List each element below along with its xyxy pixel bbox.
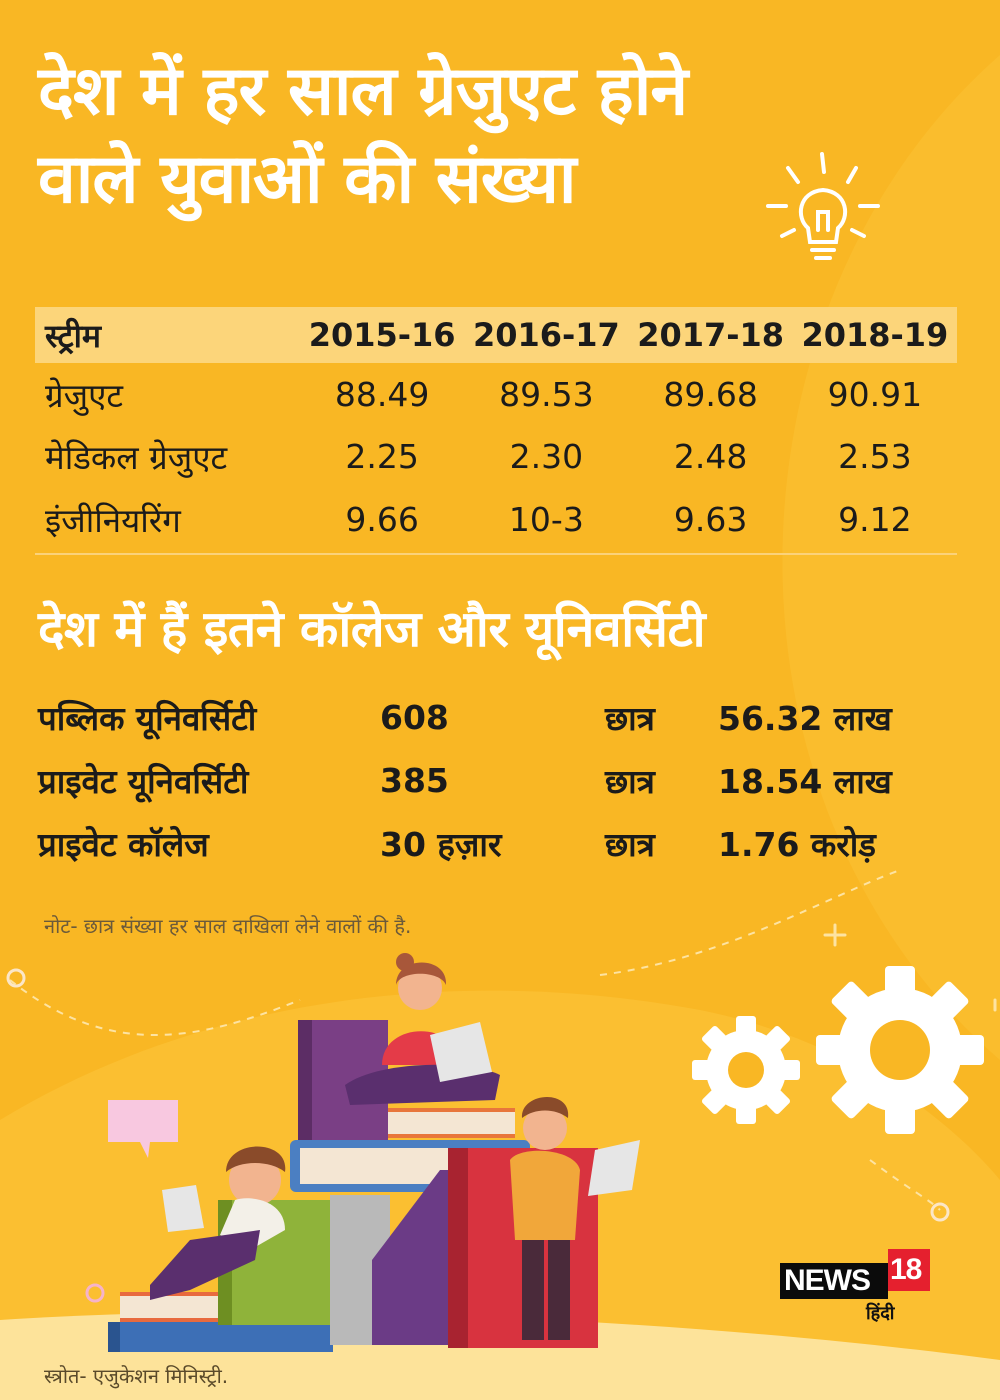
colleges-table: पब्लिक यूनिवर्सिटी 608 छात्र 56.32 लाख प… — [38, 686, 938, 875]
institution-type: प्राइवेट कॉलेज — [38, 825, 209, 864]
students-count: 1.76 करोड़ — [718, 825, 876, 864]
speech-bubble-icon — [108, 1100, 178, 1158]
students-label: छात्र — [605, 699, 655, 738]
column-header: 2016-17 — [472, 316, 620, 354]
row-label: मेडिकल ग्रेजुएट — [45, 437, 228, 477]
table-row: प्राइवेट यूनिवर्सिटी 385 छात्र 18.54 लाख — [38, 749, 938, 812]
institution-type: पब्लिक यूनिवर्सिटी — [38, 699, 257, 738]
table-cell: 2.25 — [345, 436, 419, 476]
title-line-2: वाले युवाओं की संख्या — [38, 140, 577, 219]
institution-type: प्राइवेट यूनिवर्सिटी — [38, 762, 249, 801]
students-label: छात्र — [605, 825, 655, 864]
logo-number: 18 — [890, 1253, 922, 1286]
column-header: 2018-19 — [801, 316, 949, 354]
logo-box — [780, 1263, 888, 1299]
table-cell: 90.91 — [827, 374, 923, 414]
table-cell: 9.63 — [673, 499, 748, 539]
institution-count: 30 हज़ार — [380, 825, 502, 864]
institution-count: 608 — [380, 698, 449, 737]
students-count: 18.54 लाख — [718, 762, 892, 801]
students-count: 56.32 लाख — [718, 699, 892, 738]
table-row: प्राइवेट कॉलेज 30 हज़ार छात्र 1.76 करोड़ — [38, 812, 938, 875]
table-cell: 9.66 — [345, 499, 419, 539]
institution-count: 385 — [380, 761, 449, 800]
table-cell: 2.53 — [838, 436, 912, 476]
row-label: इंजीनियरिंग — [45, 500, 181, 540]
table-row: इंजीनियरिंग 9.66 10-3 9.63 9.12 — [35, 487, 957, 551]
title-line-1: देश में हर साल ग्रेजुएट होने — [38, 52, 688, 131]
table-row: पब्लिक यूनिवर्सिटी 608 छात्र 56.32 लाख — [38, 686, 938, 749]
table-cell: 10-3 — [508, 499, 584, 539]
column-header: 2015-16 — [308, 316, 456, 354]
table-cell: 2.48 — [673, 436, 748, 476]
table-cell: 88.49 — [334, 374, 430, 414]
gear-icon — [816, 966, 984, 1134]
table-cell: 2.30 — [509, 436, 584, 476]
row-label: ग्रेजुएट — [45, 375, 123, 415]
logo-language: हिंदी — [866, 1303, 895, 1324]
column-header: स्ट्रीम — [45, 316, 102, 355]
table-cell: 89.68 — [663, 374, 758, 414]
table-row: मेडिकल ग्रेजुएट 2.25 2.30 2.48 2.53 — [35, 425, 957, 487]
students-illustration — [108, 953, 640, 1352]
lightbulb-icon — [766, 152, 880, 260]
gear-icon — [692, 1016, 800, 1124]
table-divider — [35, 553, 957, 555]
logo-brand: NEWS — [784, 1264, 871, 1297]
footnote: नोट- छात्र संख्या हर साल दाखिला लेने वाल… — [44, 914, 412, 938]
news18-logo: NEWS 18 हिंदी — [780, 1243, 930, 1333]
table-cell: 89.53 — [499, 374, 594, 414]
column-header: 2017-18 — [637, 316, 785, 354]
source-credit: स्त्रोत- एजुकेशन मिनिस्ट्री. — [44, 1364, 229, 1388]
table-header-row: स्ट्रीम 2015-16 2016-17 2017-18 2018-19 — [35, 307, 957, 363]
section-title: देश में हैं इतने कॉलेज और यूनिवर्सिटी — [38, 600, 706, 658]
table-cell: 9.12 — [838, 499, 912, 539]
logo-number-box — [888, 1249, 930, 1291]
page-title: देश में हर साल ग्रेजुएट होने वाले युवाओं… — [38, 48, 798, 224]
students-label: छात्र — [605, 762, 655, 801]
table-row: ग्रेजुएट 88.49 89.53 89.68 90.91 — [35, 363, 957, 425]
graduates-table: स्ट्रीम 2015-16 2016-17 2017-18 2018-19 … — [35, 307, 957, 551]
